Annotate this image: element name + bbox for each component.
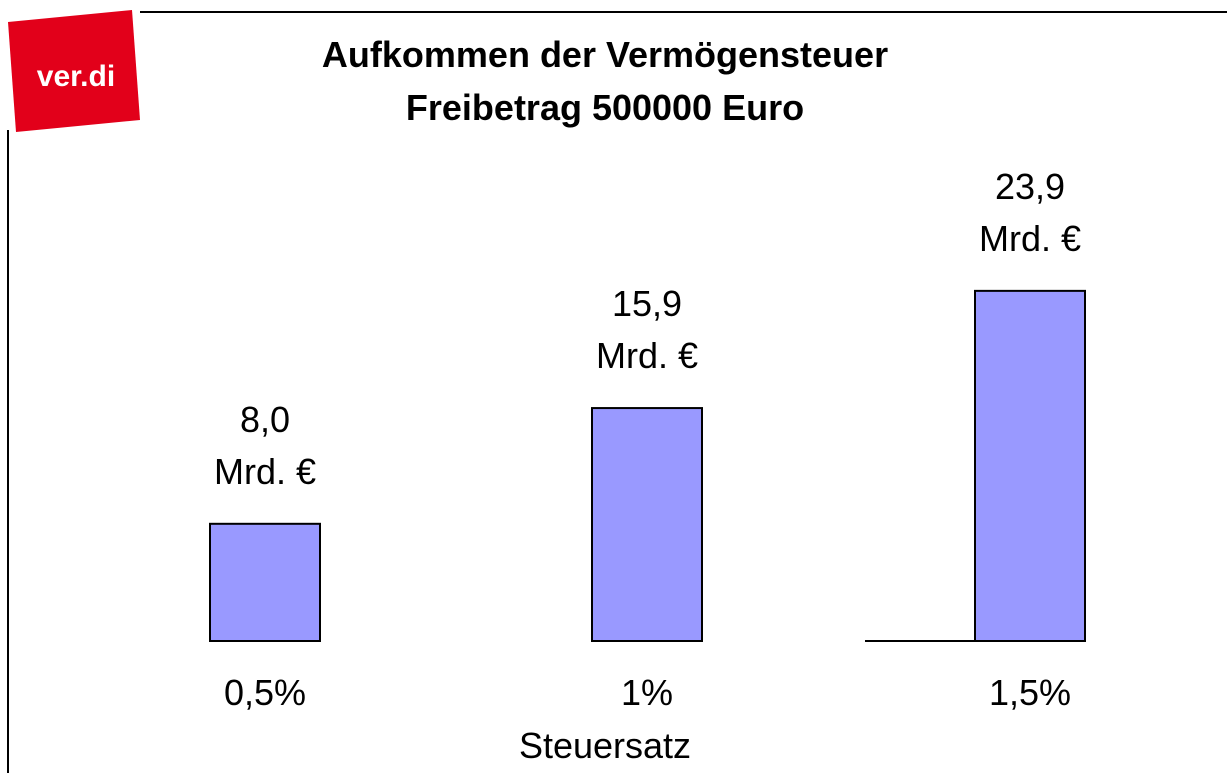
bar xyxy=(591,407,703,642)
chart-subtitle: Freibetrag 500000 Euro xyxy=(406,87,804,128)
value-label: 15,9 Mrd. € xyxy=(596,283,698,376)
logo: ver.di xyxy=(37,60,115,93)
x-tick-label: 1% xyxy=(621,672,673,713)
value-label: 23,9 Mrd. € xyxy=(979,166,1081,259)
bar xyxy=(209,522,321,642)
x-axis-label: Steuersatz xyxy=(519,725,691,766)
value-label: 8,0 Mrd. € xyxy=(214,399,316,492)
chart-title: Aufkommen der Vermögensteuer xyxy=(322,34,888,75)
bar xyxy=(974,289,1086,642)
x-tick-label: 1,5% xyxy=(989,672,1071,713)
x-tick-label: 0,5% xyxy=(224,672,306,713)
logo-box xyxy=(8,10,140,132)
